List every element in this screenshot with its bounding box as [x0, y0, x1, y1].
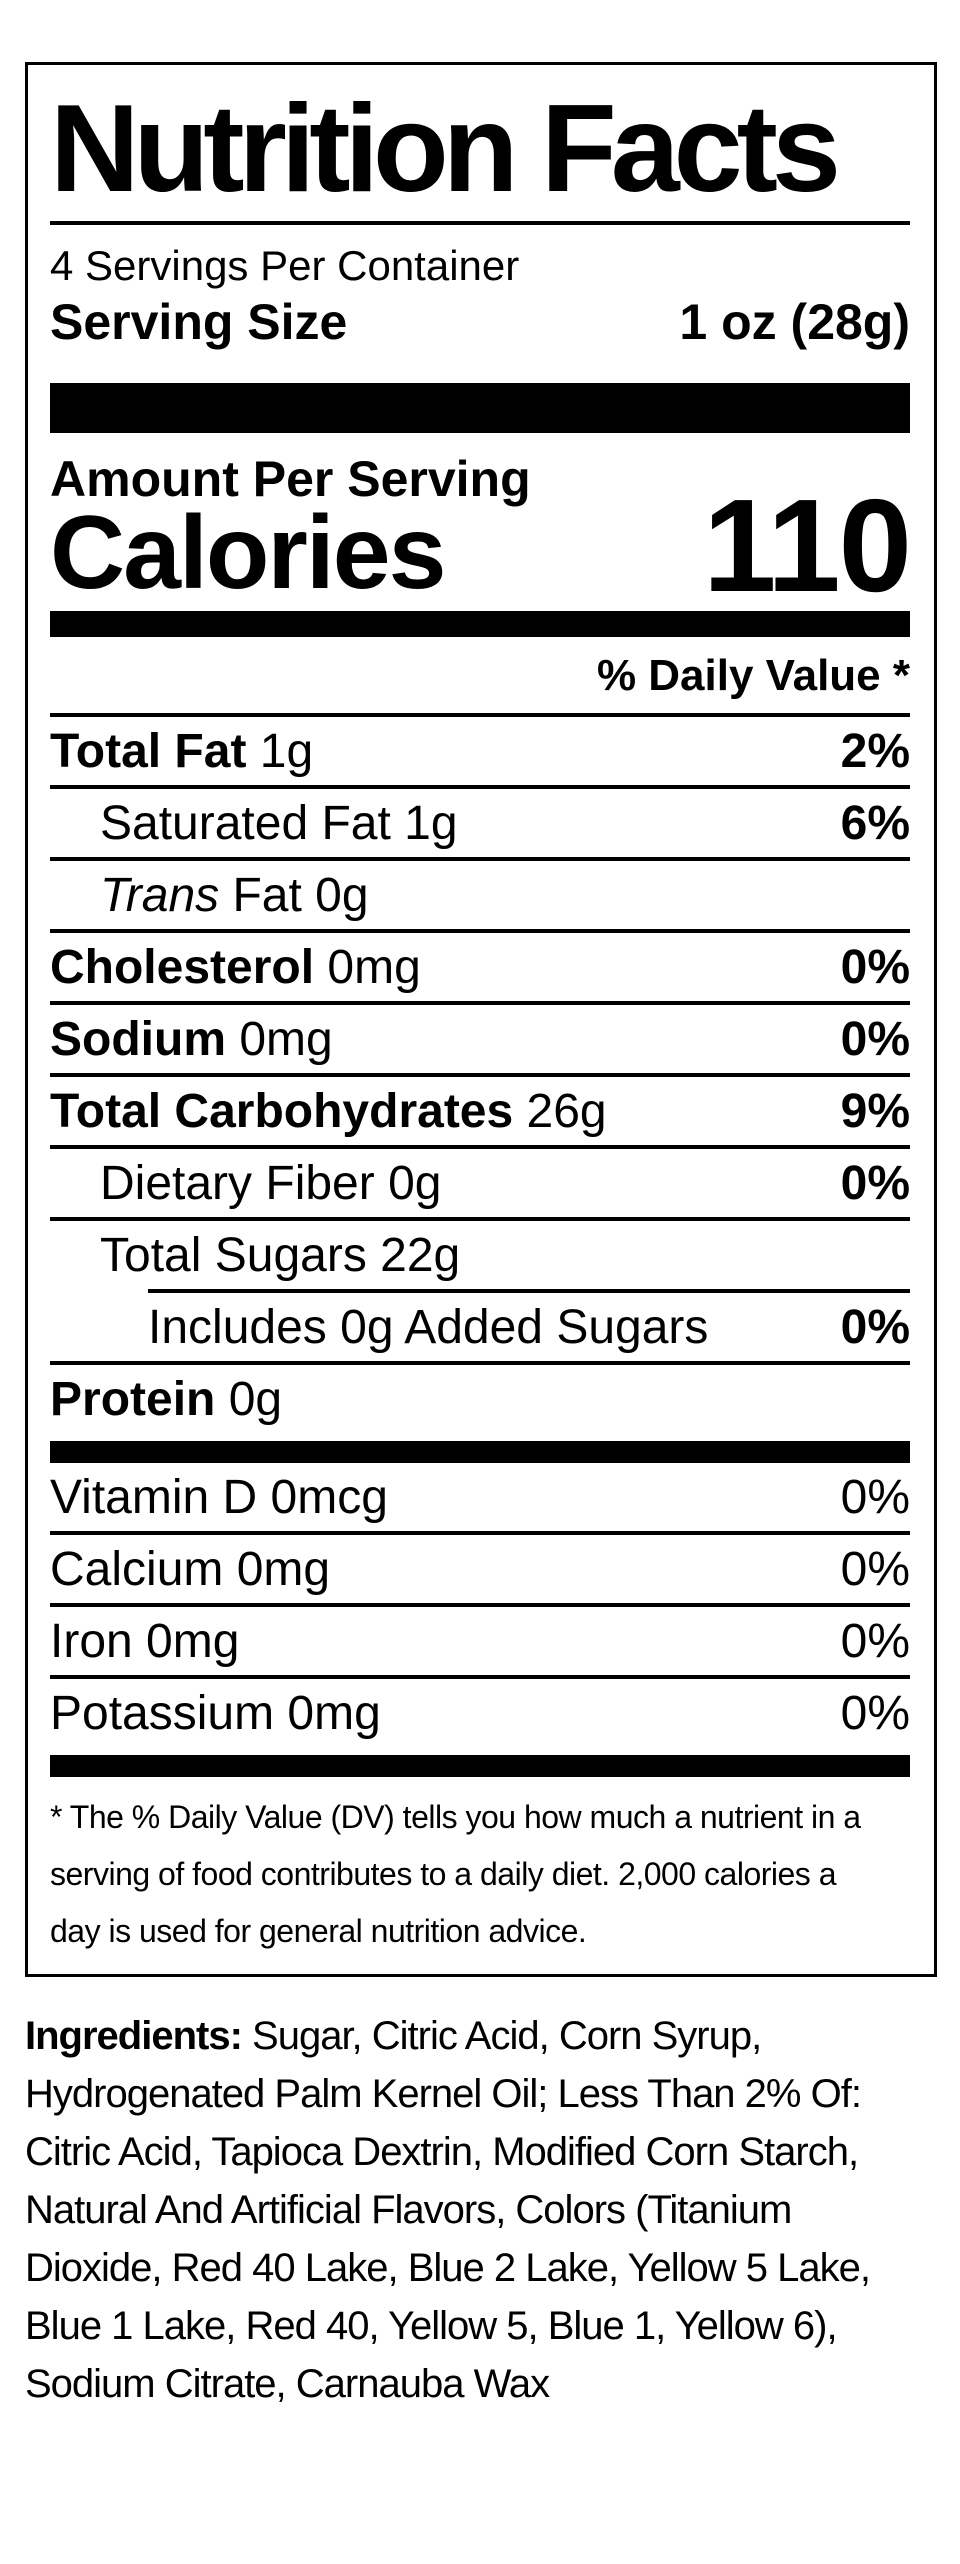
nutrient-dv: 9% — [840, 1085, 910, 1138]
vitamin-dv: 0% — [840, 1615, 910, 1668]
nutrient-amount: 1g — [246, 725, 314, 778]
thick-divider-calories — [50, 611, 910, 637]
serving-size-value: 1 oz (28g) — [679, 294, 910, 350]
nutrition-facts-label: Nutrition Facts 4 Servings Per Container… — [25, 62, 937, 1977]
nutrient-amount: Fat 0g — [219, 869, 369, 922]
nutrient-dv: 0% — [840, 1157, 910, 1210]
nutrient-name-italic: Trans — [100, 869, 220, 922]
nutrient-amount: 0mg — [314, 941, 421, 994]
nutrient-dv: 2% — [840, 725, 910, 778]
nutrient-row-protein: Protein 0g — [50, 1361, 910, 1433]
nutrient-row-dietary-fiber: Dietary Fiber 0g 0% — [50, 1149, 910, 1221]
nutrient-name: Total Sugars 22g — [100, 1229, 461, 1282]
calories-left-column: Amount Per Serving Calories — [50, 451, 531, 611]
vitamin-row-vitamin-d: Vitamin D 0mcg 0% — [50, 1463, 910, 1535]
nutrient-name-bold: Protein — [50, 1373, 216, 1426]
nutrient-name-bold: Sodium — [50, 1013, 226, 1066]
ingredients-text: Sugar, Citric Acid, Corn Syrup, Hydrogen… — [25, 2014, 871, 2406]
nutrient-dv: 0% — [840, 1301, 910, 1354]
vitamin-dv: 0% — [840, 1687, 910, 1740]
vitamin-row-calcium: Calcium 0mg 0% — [50, 1535, 910, 1607]
thick-divider-bottom — [50, 1755, 910, 1777]
nutrient-name: Protein 0g — [50, 1375, 282, 1425]
nutrient-amount: 26g — [513, 1085, 607, 1138]
vitamin-name: Potassium 0mg — [50, 1687, 381, 1740]
calories-label: Calories — [50, 495, 446, 611]
nutrient-dv: 0% — [840, 941, 910, 994]
calories-section: Amount Per Serving Calories 110 — [50, 451, 912, 619]
daily-value-header: % Daily Value * — [50, 637, 910, 717]
serving-size-label: Serving Size — [50, 294, 348, 350]
nutrient-name-bold: Total Fat — [50, 725, 247, 778]
nutrient-name: Cholesterol 0mg — [50, 943, 421, 993]
thick-divider-protein — [50, 1441, 910, 1463]
vitamin-name: Calcium 0mg — [50, 1543, 331, 1596]
title-divider — [50, 221, 910, 225]
amount-per-serving: Amount Per Serving — [50, 451, 531, 507]
vitamin-name: Iron 0mg — [50, 1615, 240, 1668]
nutrient-amount: 0mg — [226, 1013, 333, 1066]
serving-size-row: Serving Size 1 oz (28g) — [50, 295, 910, 349]
nutrient-row-trans-fat: Trans Fat 0g — [50, 861, 910, 933]
nutrient-name: Includes 0g Added Sugars — [148, 1301, 709, 1354]
nutrient-dv: 0% — [840, 1013, 910, 1066]
vitamin-name: Vitamin D 0mcg — [50, 1471, 388, 1524]
nutrient-name-bold: Cholesterol — [50, 941, 315, 994]
label-title: Nutrition Facts — [50, 80, 841, 218]
nutrient-name-bold: Total Carbohydrates — [50, 1085, 514, 1138]
servings-per-container: 4 Servings Per Container — [50, 242, 520, 289]
page: { "colors": {"text": "#000000", "backgro… — [0, 62, 960, 2564]
vitamin-dv: 0% — [840, 1543, 910, 1596]
nutrient-row-saturated-fat: Saturated Fat 1g 6% — [50, 789, 910, 861]
nutrient-row-total-carbohydrates: Total Carbohydrates 26g 9% — [50, 1077, 910, 1149]
ingredients-label: Ingredients: — [25, 2014, 243, 2058]
nutrient-row-sodium: Sodium 0mg 0% — [50, 1005, 910, 1077]
nutrient-row-cholesterol: Cholesterol 0mg 0% — [50, 933, 910, 1005]
nutrient-dv: 6% — [840, 797, 910, 850]
nutrient-name: Trans Fat 0g — [50, 871, 369, 921]
calories-value: 110 — [703, 472, 912, 619]
nutrient-row-total-fat: Total Fat 1g 2% — [50, 717, 910, 789]
nutrient-name: Sodium 0mg — [50, 1015, 333, 1065]
vitamin-row-potassium: Potassium 0mg 0% — [50, 1679, 910, 1747]
nutrient-name: Total Carbohydrates 26g — [50, 1087, 607, 1137]
nutrient-name: Saturated Fat 1g — [100, 797, 458, 850]
ingredients-paragraph: Ingredients: Sugar, Citric Acid, Corn Sy… — [25, 2007, 935, 2413]
nutrient-name: Total Fat 1g — [50, 727, 313, 777]
nutrient-row-added-sugars: Includes 0g Added Sugars 0% — [148, 1289, 910, 1361]
thick-divider-top — [50, 383, 910, 433]
vitamin-row-iron: Iron 0mg 0% — [50, 1607, 910, 1679]
daily-value-footnote: * The % Daily Value (DV) tells you how m… — [50, 1799, 861, 1949]
nutrient-amount: 0g — [215, 1373, 283, 1426]
nutrient-name: Dietary Fiber 0g — [100, 1157, 442, 1210]
nutrient-row-total-sugars: Total Sugars 22g — [50, 1221, 910, 1289]
vitamin-dv: 0% — [840, 1471, 910, 1524]
